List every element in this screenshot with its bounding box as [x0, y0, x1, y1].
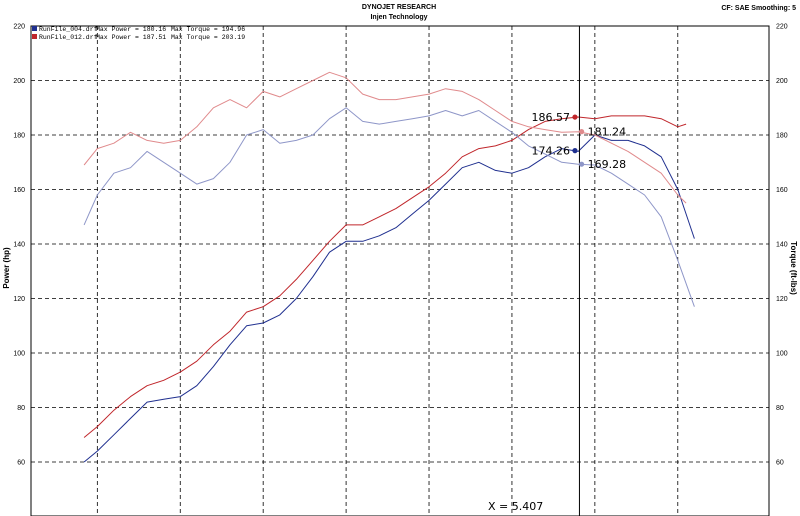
- legend-file-run-012: RunFile_012.drf: [39, 34, 98, 41]
- y-axis-title-left: Power (hp): [2, 247, 11, 289]
- y-tick-left-220: 220: [13, 24, 25, 31]
- y-tick-right-200: 200: [776, 78, 788, 85]
- chart-title: DYNOJET RESEARCH: [362, 4, 436, 11]
- cursor-marker-181.24: [578, 129, 585, 135]
- series-line-torque-run-012: [83, 71, 687, 204]
- y-tick-right-220: 220: [776, 24, 788, 31]
- y-tick-left-140: 140: [13, 242, 25, 249]
- y-tick-right-140: 140: [776, 242, 788, 249]
- cursor-annotations: 186.57 181.24 174.26 169.28: [531, 111, 626, 171]
- y-tick-left-180: 180: [13, 133, 25, 140]
- cursor-value-186.57: 186.57: [531, 111, 570, 124]
- plot-frame: [30, 25, 770, 516]
- legend: RunFile_004.drf Max Power = 180.16 Max T…: [32, 26, 245, 41]
- series-line-torque-run-004: [83, 107, 695, 307]
- legend-torque-run-012: Max Torque = 203.19: [171, 34, 245, 41]
- y-axis-title-right: Torque (ft-lbs): [789, 241, 798, 295]
- cursor-label: X = 5.407: [488, 500, 543, 513]
- cursor-value-181.24: 181.24: [588, 126, 627, 139]
- y-axis-right: 60 80 100 120 140 160 180 200 220: [776, 24, 788, 467]
- y-tick-right-180: 180: [776, 133, 788, 140]
- legend-swatch-run-004: [32, 26, 37, 31]
- cursor-marker-169.28: [578, 161, 585, 167]
- series-line-power-run-004: [83, 134, 695, 463]
- legend-power-run-012: Max Power = 187.51: [96, 34, 166, 41]
- y-tick-left-120: 120: [13, 296, 25, 303]
- legend-swatch-run-012: [32, 34, 37, 39]
- y-tick-left-200: 200: [13, 78, 25, 85]
- grid: [31, 25, 769, 516]
- legend-torque-run-004: Max Torque = 194.96: [171, 26, 245, 33]
- y-tick-right-160: 160: [776, 187, 788, 194]
- legend-file-run-004: RunFile_004.drf: [39, 26, 98, 33]
- y-tick-right-120: 120: [776, 296, 788, 303]
- cursor-value-169.28: 169.28: [588, 158, 627, 171]
- cursor-marker-186.57: [572, 114, 578, 120]
- y-tick-right-80: 80: [776, 405, 784, 412]
- chart-subtitle: Injen Technology: [370, 14, 427, 21]
- series-line-power-run-012: [83, 115, 687, 438]
- y-axis-left: 60 80 100 120 140 160 180 200 220: [13, 24, 25, 467]
- y-tick-left-60: 60: [17, 460, 25, 467]
- y-tick-left-80: 80: [17, 405, 25, 412]
- series-group: [83, 71, 695, 463]
- y-tick-left-100: 100: [13, 351, 25, 358]
- legend-power-run-004: Max Power = 180.16: [96, 26, 166, 33]
- y-tick-right-60: 60: [776, 460, 784, 467]
- cursor-value-174.26: 174.26: [531, 145, 570, 158]
- cursor-marker-174.26: [572, 148, 578, 154]
- y-tick-left-160: 160: [13, 187, 25, 194]
- settings-label: CF: SAE Smoothing: 5: [721, 5, 796, 12]
- y-tick-right-100: 100: [776, 351, 788, 358]
